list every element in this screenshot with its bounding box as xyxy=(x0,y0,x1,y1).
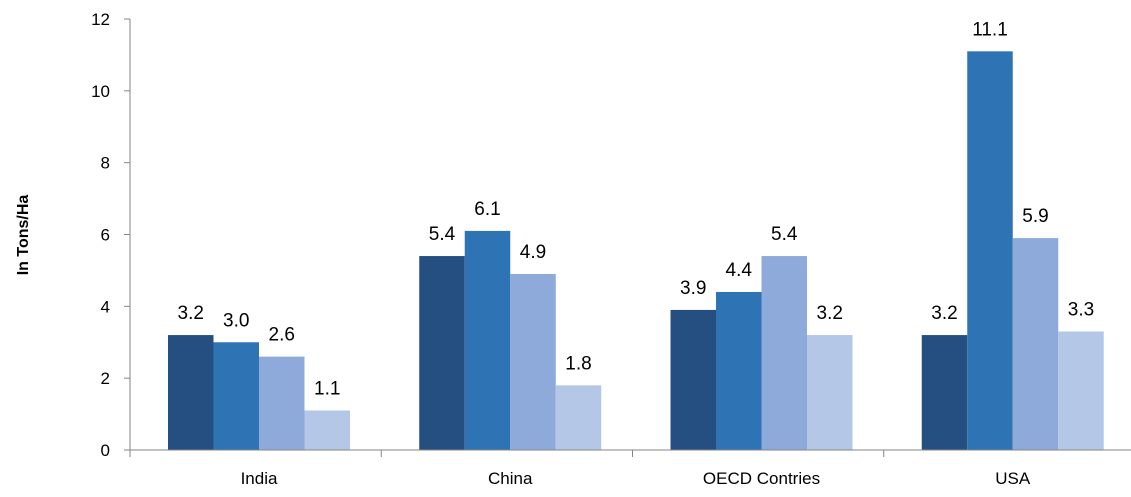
bar-china-series-1 xyxy=(419,256,465,450)
data-label: 3.2 xyxy=(178,303,204,324)
bar-oecd-contries-series-4 xyxy=(807,335,853,450)
data-label: 3.0 xyxy=(223,310,249,331)
data-label: 4.4 xyxy=(726,260,753,281)
bar-india-series-3 xyxy=(259,356,305,450)
data-label: 3.9 xyxy=(680,278,706,299)
y-tick-label: 10 xyxy=(91,82,110,101)
data-label: 1.1 xyxy=(314,378,340,399)
bars xyxy=(168,51,1104,450)
category-label: USA xyxy=(995,469,1031,488)
y-tick-label: 2 xyxy=(101,369,110,388)
category-label: India xyxy=(241,469,278,488)
y-axis-ticks: 0 2 4 6 8 10 12 xyxy=(91,10,131,460)
data-labels: 3.2 3.0 2.6 1.1 5.4 6.1 4.9 1.8 3.9 4.4 5.4 3.2 3.2 1… xyxy=(178,19,1095,399)
data-label: 5.4 xyxy=(429,224,456,245)
data-label: 11.1 xyxy=(972,19,1008,40)
bar-usa-series-2 xyxy=(967,51,1013,450)
data-label: 1.8 xyxy=(565,353,591,374)
x-axis: India China OECD Contries USA xyxy=(129,449,1131,488)
category-label: China xyxy=(488,469,533,488)
bar-india-series-1 xyxy=(168,335,214,450)
bar-usa-series-4 xyxy=(1058,331,1104,450)
data-label: 3.2 xyxy=(817,303,843,324)
bar-oecd-contries-series-3 xyxy=(761,256,807,450)
data-label: 6.1 xyxy=(474,199,500,220)
data-label: 3.2 xyxy=(931,303,957,324)
y-tick-label: 12 xyxy=(91,10,110,29)
bar-china-series-3 xyxy=(510,274,556,450)
data-label: 2.6 xyxy=(269,325,295,346)
y-tick-label: 8 xyxy=(101,154,110,173)
y-tick-label: 6 xyxy=(101,226,110,245)
bar-oecd-contries-series-2 xyxy=(716,291,762,450)
data-label: 5.4 xyxy=(771,224,798,245)
data-label: 4.9 xyxy=(520,242,546,263)
bar-usa-series-3 xyxy=(1012,238,1059,450)
bar-india-series-2 xyxy=(213,342,259,450)
bar-oecd-contries-series-1 xyxy=(670,309,716,450)
bar-india-series-4 xyxy=(304,410,350,450)
bar-usa-series-1 xyxy=(921,335,968,450)
y-tick-label: 0 xyxy=(101,441,110,460)
y-tick-label: 4 xyxy=(101,297,110,316)
data-label: 5.9 xyxy=(1022,206,1048,227)
bar-china-series-4 xyxy=(555,385,602,450)
category-label: OECD Contries xyxy=(703,469,820,488)
y-axis-title: In Tons/Ha xyxy=(15,195,32,276)
bar-china-series-2 xyxy=(464,230,511,450)
data-label: 3.3 xyxy=(1068,299,1094,320)
